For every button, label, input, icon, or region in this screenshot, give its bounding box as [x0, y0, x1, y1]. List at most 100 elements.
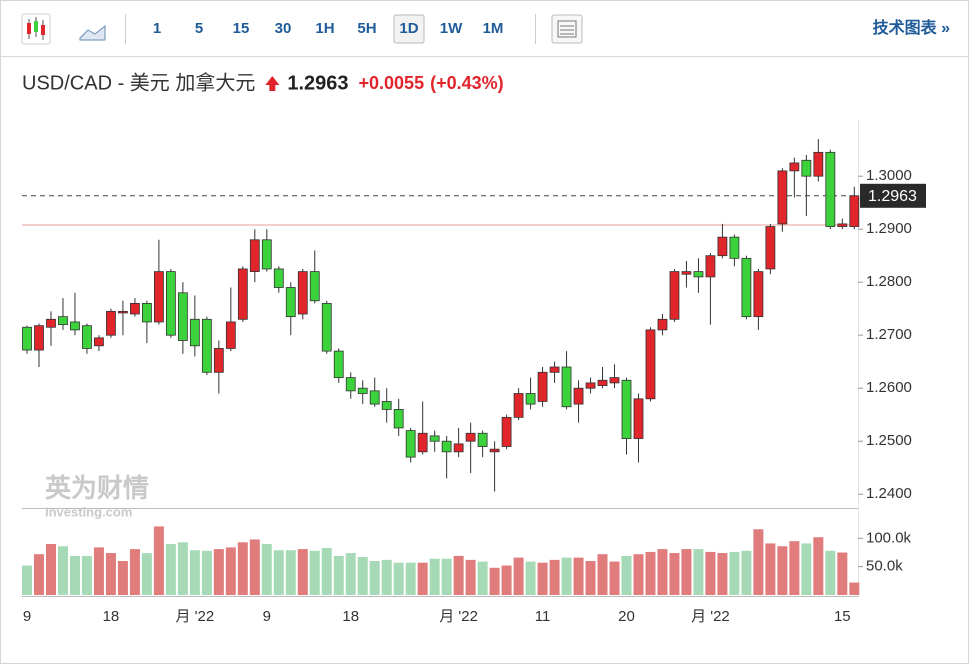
interval-button[interactable]: 1H: [315, 20, 334, 37]
x-tick-label: 月 '22: [176, 608, 215, 625]
candle-body: [801, 159, 812, 177]
table-icon[interactable]: [551, 14, 583, 44]
volume-bar: [225, 547, 236, 595]
candle-body: [777, 170, 788, 225]
volume-bar: [633, 554, 644, 595]
interval-button[interactable]: 15: [233, 20, 250, 37]
icon[interactable]: [79, 24, 106, 41]
volume-bar: [837, 552, 848, 595]
volume-bar: [177, 542, 188, 595]
candle-body: [249, 239, 260, 272]
candle-body: [309, 271, 320, 302]
x-tick-label: 月 '22: [691, 608, 730, 625]
candle-body: [741, 257, 752, 318]
candle-body: [825, 151, 836, 227]
volume-bar: [465, 559, 476, 595]
volume-bar: [729, 551, 740, 595]
candle-body: [753, 271, 764, 318]
price-change: +0.0055: [359, 73, 425, 93]
area-icon[interactable]: [79, 24, 106, 41]
candle-body: [237, 268, 248, 320]
up-arrow: [265, 76, 280, 91]
candle-body: [165, 271, 176, 336]
candle-body: [201, 318, 212, 373]
candle-body: [130, 302, 140, 315]
volume-bar: [753, 529, 764, 595]
volume-bar: [597, 554, 608, 595]
candle-body: [321, 302, 332, 352]
volume-bar: [141, 553, 152, 595]
volume-bar: [741, 550, 752, 595]
candle-body: [153, 271, 164, 323]
volume-bar: [129, 549, 140, 595]
volume-bar: [57, 546, 68, 595]
x-tick-label: 11: [535, 608, 551, 625]
candle-body: [357, 387, 368, 394]
interval-button[interactable]: 30: [275, 20, 292, 37]
volume-bar: [825, 550, 836, 595]
candle-body: [525, 393, 536, 405]
selected-interval[interactable]: [393, 14, 425, 44]
volume-bar: [369, 561, 380, 595]
icon-frame[interactable]: [551, 14, 583, 44]
volume-bar: [93, 547, 104, 595]
volume-bar: [489, 567, 500, 595]
volume-bar: [165, 544, 176, 595]
interval-button[interactable]: 1M: [483, 20, 504, 37]
volume-bar: [213, 549, 224, 595]
last-price: 1.2963: [287, 72, 348, 94]
interval-button[interactable]: 5H: [357, 20, 376, 37]
y-tick-label: 1.2500: [866, 432, 912, 449]
candle-body: [537, 371, 548, 402]
y-tick-label: 1.2900: [866, 220, 912, 237]
volume-bar: [237, 542, 248, 595]
volume-bar: [345, 553, 356, 595]
volume-bar: [645, 551, 656, 595]
candle-body: [261, 239, 272, 270]
candle-body: [106, 310, 116, 336]
volume-bar: [297, 549, 308, 595]
interval-button[interactable]: 1W: [440, 20, 463, 37]
volume-bar: [621, 555, 632, 595]
candle-body: [345, 377, 356, 392]
volume-bar: [609, 561, 620, 595]
candle-body: [813, 151, 824, 177]
candle-body: [513, 393, 524, 418]
volume-bar: [441, 558, 452, 595]
y-tick-label: 1.2800: [866, 273, 912, 290]
volume-bar: [381, 559, 392, 595]
icon: [27, 23, 31, 34]
candle-body: [609, 377, 620, 384]
candle-body: [381, 401, 392, 410]
interval-button[interactable]: 1: [153, 20, 161, 37]
volume-bar: [105, 553, 116, 595]
candle-icon[interactable]: [21, 13, 51, 45]
candle-body: [657, 318, 668, 331]
interval-button[interactable]: 1D: [399, 20, 418, 37]
y-tick-label: 1.3000: [866, 167, 912, 184]
candle-body: [465, 432, 476, 442]
y-tick-label: 1.2700: [866, 326, 912, 343]
volume-bar: [477, 561, 488, 595]
volume-bar: [405, 562, 416, 595]
candle-body: [297, 271, 308, 315]
candle-body: [561, 366, 572, 408]
candle-body: [729, 236, 740, 259]
candle-body: [441, 440, 452, 453]
watermark-brand: 英为财情: [45, 473, 149, 503]
volume-bar: [501, 565, 512, 595]
candle-body: [273, 268, 284, 288]
technical-chart-link[interactable]: 技术图表 »: [873, 18, 950, 37]
icon: [557, 20, 577, 38]
icon: [34, 21, 38, 32]
volume-bar: [765, 543, 776, 595]
volume-bar: [45, 544, 56, 595]
candle-body: [669, 271, 680, 320]
price-change-percent: (+0.43%): [430, 73, 504, 93]
interval-button[interactable]: 5: [195, 20, 203, 37]
volume-bar: [249, 539, 260, 595]
volume-bar: [261, 544, 272, 595]
volume-bar: [573, 557, 584, 595]
volume-bar: [813, 537, 824, 595]
candle-body: [837, 223, 848, 227]
